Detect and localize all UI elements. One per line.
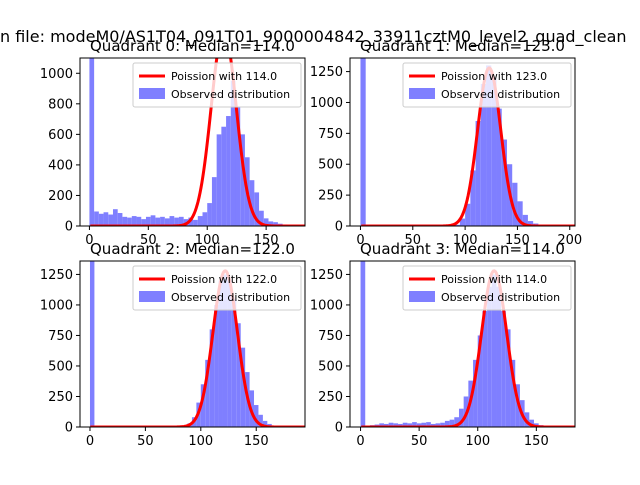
- y-tick-label: 1250: [310, 65, 343, 80]
- legend-label: Observed distribution: [171, 291, 290, 304]
- y-tick-label: 250: [318, 390, 343, 405]
- legend-patch-swatch: [409, 291, 435, 302]
- y-tick-label: 0: [65, 220, 73, 235]
- axes-title: Quadrant 1: Median=123.0: [360, 37, 565, 55]
- histogram-bar: [360, 58, 365, 226]
- y-tick-label: 250: [48, 390, 73, 405]
- y-tick-label: 200: [48, 189, 73, 204]
- legend-patch-swatch: [139, 291, 165, 302]
- legend: Poission with 123.0 Observed distribution: [403, 63, 571, 107]
- histogram-bar: [221, 127, 226, 226]
- x-tick-label: 50: [411, 434, 428, 449]
- histogram-bar: [94, 211, 99, 226]
- y-tick-label: 1000: [310, 96, 343, 111]
- axes-title: Quadrant 0: Median=114.0: [90, 37, 295, 55]
- y-tick-label: 500: [318, 359, 343, 374]
- y-tick-label: 750: [48, 329, 73, 344]
- x-tick-label: 0: [356, 434, 364, 449]
- histogram-bar: [99, 214, 104, 226]
- y-tick-label: 500: [318, 158, 343, 173]
- histogram-bar: [217, 134, 222, 226]
- y-tick-label: 0: [335, 421, 343, 436]
- histogram-bar: [104, 212, 109, 226]
- y-tick-label: 250: [318, 189, 343, 204]
- legend: Poission with 114.0 Observed distribution: [133, 63, 301, 107]
- y-tick-label: 600: [48, 128, 73, 143]
- legend-label: Poission with 114.0: [441, 273, 547, 286]
- y-tick-label: 0: [65, 421, 73, 436]
- histogram-bar: [361, 261, 366, 427]
- histogram-bar: [151, 215, 156, 226]
- legend-label: Observed distribution: [441, 88, 560, 101]
- legend-patch-swatch: [409, 88, 435, 99]
- x-tick-label: 100: [188, 434, 213, 449]
- legend-label: Observed distribution: [171, 88, 290, 101]
- histogram-bar: [193, 220, 198, 226]
- legend: Poission with 122.0 Observed distribution: [133, 266, 301, 310]
- y-tick-label: 1000: [40, 67, 73, 82]
- y-tick-label: 800: [48, 97, 73, 112]
- histogram-bar: [118, 213, 123, 226]
- legend: Poission with 114.0 Observed distribution: [403, 266, 571, 310]
- histogram-bar: [198, 216, 203, 226]
- y-tick-label: 400: [48, 158, 73, 173]
- histogram-bar: [207, 203, 212, 226]
- histogram-bar: [203, 212, 208, 226]
- histogram-bar: [108, 215, 113, 226]
- y-tick-label: 1000: [310, 298, 343, 313]
- legend-label: Poission with 114.0: [171, 70, 277, 83]
- x-tick-label: 150: [524, 434, 549, 449]
- histogram-bar: [113, 209, 118, 226]
- x-tick-label: 0: [86, 434, 94, 449]
- legend-label: Observed distribution: [441, 291, 560, 304]
- x-tick-label: 150: [244, 434, 269, 449]
- legend-label: Poission with 122.0: [171, 273, 277, 286]
- axes-title: Quadrant 3: Median=114.0: [360, 240, 565, 258]
- y-tick-label: 500: [48, 359, 73, 374]
- y-tick-label: 1250: [310, 268, 343, 283]
- histogram-bar: [89, 58, 94, 226]
- x-tick-label: 50: [137, 434, 154, 449]
- histogram-bar: [226, 116, 231, 226]
- y-tick-label: 750: [318, 329, 343, 344]
- axes-title: Quadrant 2: Median=122.0: [90, 240, 295, 258]
- legend-patch-swatch: [139, 88, 165, 99]
- histogram-bar: [90, 261, 94, 427]
- y-tick-label: 750: [318, 127, 343, 142]
- legend-label: Poission with 123.0: [441, 70, 547, 83]
- x-tick-label: 100: [465, 434, 490, 449]
- y-tick-label: 0: [335, 220, 343, 235]
- histogram-bar: [212, 177, 217, 226]
- y-tick-label: 1250: [40, 268, 73, 283]
- y-tick-label: 1000: [40, 298, 73, 313]
